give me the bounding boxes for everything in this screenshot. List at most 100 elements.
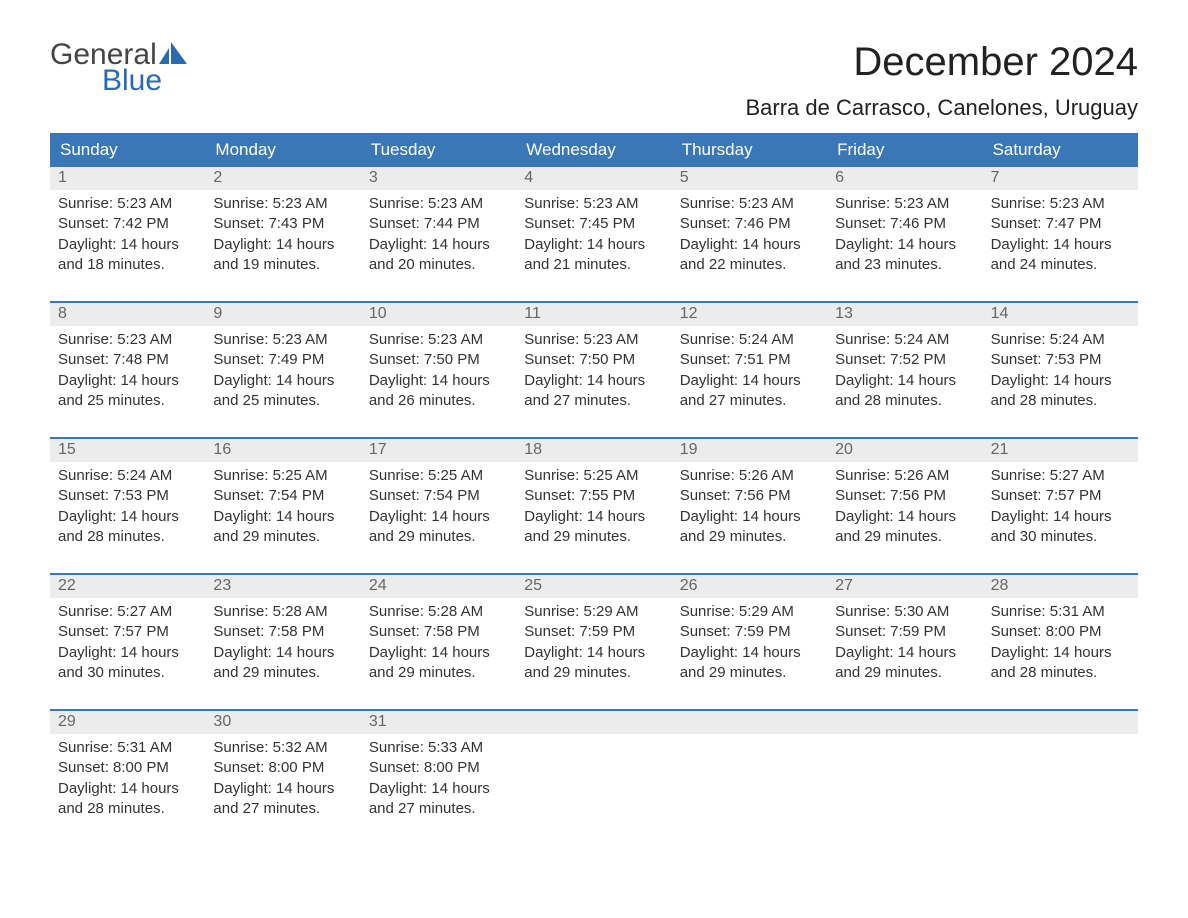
sunrise-line: Sunrise: 5:23 AM <box>213 330 352 350</box>
daylight-line-1: Daylight: 14 hours <box>369 779 508 799</box>
logo: General Blue <box>50 40 189 96</box>
daylight-line-2: and 29 minutes. <box>680 663 819 683</box>
sunset-line: Sunset: 7:54 PM <box>213 486 352 506</box>
sunrise-line: Sunrise: 5:31 AM <box>991 602 1130 622</box>
day-cell: Sunrise: 5:24 AMSunset: 7:53 PMDaylight:… <box>50 462 205 547</box>
day-cell: Sunrise: 5:23 AMSunset: 7:50 PMDaylight:… <box>516 326 671 411</box>
day-number: 31 <box>361 711 516 734</box>
sunset-line: Sunset: 7:47 PM <box>991 214 1130 234</box>
day-number: 20 <box>827 439 982 462</box>
daylight-line-2: and 19 minutes. <box>213 255 352 275</box>
header: General Blue December 2024 Barra de Carr… <box>50 40 1138 121</box>
day-cell: Sunrise: 5:23 AMSunset: 7:47 PMDaylight:… <box>983 190 1138 275</box>
daylight-line-2: and 29 minutes. <box>369 663 508 683</box>
sunset-line: Sunset: 7:46 PM <box>835 214 974 234</box>
daylight-line-1: Daylight: 14 hours <box>58 235 197 255</box>
day-cell: Sunrise: 5:23 AMSunset: 7:44 PMDaylight:… <box>361 190 516 275</box>
sunrise-line: Sunrise: 5:32 AM <box>213 738 352 758</box>
sunrise-line: Sunrise: 5:23 AM <box>991 194 1130 214</box>
sunrise-line: Sunrise: 5:30 AM <box>835 602 974 622</box>
day-number: 4 <box>516 167 671 190</box>
sunset-line: Sunset: 8:00 PM <box>991 622 1130 642</box>
day-cell: Sunrise: 5:23 AMSunset: 7:46 PMDaylight:… <box>672 190 827 275</box>
day-number: 17 <box>361 439 516 462</box>
daylight-line-2: and 25 minutes. <box>213 391 352 411</box>
sunset-line: Sunset: 7:50 PM <box>524 350 663 370</box>
day-number: 23 <box>205 575 360 598</box>
day-cell: Sunrise: 5:27 AMSunset: 7:57 PMDaylight:… <box>50 598 205 683</box>
day-number: 12 <box>672 303 827 326</box>
sunset-line: Sunset: 7:55 PM <box>524 486 663 506</box>
sunrise-line: Sunrise: 5:23 AM <box>524 194 663 214</box>
sunrise-line: Sunrise: 5:29 AM <box>680 602 819 622</box>
day-number-row: 1234567 <box>50 167 1138 190</box>
sunrise-line: Sunrise: 5:25 AM <box>369 466 508 486</box>
day-number: 9 <box>205 303 360 326</box>
daylight-line-2: and 29 minutes. <box>524 663 663 683</box>
daylight-line-2: and 30 minutes. <box>58 663 197 683</box>
daylight-line-2: and 29 minutes. <box>680 527 819 547</box>
sunrise-line: Sunrise: 5:23 AM <box>524 330 663 350</box>
sunrise-line: Sunrise: 5:23 AM <box>58 330 197 350</box>
day-number: 27 <box>827 575 982 598</box>
daylight-line-1: Daylight: 14 hours <box>524 235 663 255</box>
day-cell: Sunrise: 5:28 AMSunset: 7:58 PMDaylight:… <box>361 598 516 683</box>
daylight-line-2: and 30 minutes. <box>991 527 1130 547</box>
day-number: 13 <box>827 303 982 326</box>
sunset-line: Sunset: 7:53 PM <box>58 486 197 506</box>
day-number-row: 891011121314 <box>50 303 1138 326</box>
day-cells-row: Sunrise: 5:23 AMSunset: 7:48 PMDaylight:… <box>50 326 1138 437</box>
sunset-line: Sunset: 7:57 PM <box>991 486 1130 506</box>
day-cell: Sunrise: 5:26 AMSunset: 7:56 PMDaylight:… <box>672 462 827 547</box>
day-cell: Sunrise: 5:27 AMSunset: 7:57 PMDaylight:… <box>983 462 1138 547</box>
day-number: 30 <box>205 711 360 734</box>
location-subtitle: Barra de Carrasco, Canelones, Uruguay <box>745 95 1138 121</box>
sunset-line: Sunset: 7:59 PM <box>835 622 974 642</box>
day-cell: Sunrise: 5:23 AMSunset: 7:48 PMDaylight:… <box>50 326 205 411</box>
day-cell: Sunrise: 5:24 AMSunset: 7:53 PMDaylight:… <box>983 326 1138 411</box>
day-cell <box>827 734 982 819</box>
day-cell: Sunrise: 5:31 AMSunset: 8:00 PMDaylight:… <box>50 734 205 819</box>
calendar-week: 1234567Sunrise: 5:23 AMSunset: 7:42 PMDa… <box>50 167 1138 301</box>
sunset-line: Sunset: 7:45 PM <box>524 214 663 234</box>
daylight-line-2: and 29 minutes. <box>835 527 974 547</box>
daylight-line-1: Daylight: 14 hours <box>369 507 508 527</box>
daylight-line-1: Daylight: 14 hours <box>835 235 974 255</box>
weekday-header: Thursday <box>672 133 827 167</box>
sunrise-line: Sunrise: 5:23 AM <box>680 194 819 214</box>
day-cell <box>983 734 1138 819</box>
calendar-week: 22232425262728Sunrise: 5:27 AMSunset: 7:… <box>50 573 1138 709</box>
weekday-header: Sunday <box>50 133 205 167</box>
day-number-row: 15161718192021 <box>50 439 1138 462</box>
daylight-line-2: and 28 minutes. <box>991 663 1130 683</box>
sunset-line: Sunset: 8:00 PM <box>369 758 508 778</box>
day-cell <box>516 734 671 819</box>
month-title: December 2024 <box>745 40 1138 85</box>
day-number: 3 <box>361 167 516 190</box>
daylight-line-2: and 18 minutes. <box>58 255 197 275</box>
day-cell: Sunrise: 5:29 AMSunset: 7:59 PMDaylight:… <box>672 598 827 683</box>
sunrise-line: Sunrise: 5:23 AM <box>369 194 508 214</box>
daylight-line-1: Daylight: 14 hours <box>991 507 1130 527</box>
day-number: 11 <box>516 303 671 326</box>
day-number: 16 <box>205 439 360 462</box>
daylight-line-2: and 28 minutes. <box>991 391 1130 411</box>
day-number: 24 <box>361 575 516 598</box>
sunset-line: Sunset: 7:43 PM <box>213 214 352 234</box>
daylight-line-2: and 25 minutes. <box>58 391 197 411</box>
daylight-line-2: and 20 minutes. <box>369 255 508 275</box>
day-number: 21 <box>983 439 1138 462</box>
daylight-line-1: Daylight: 14 hours <box>213 371 352 391</box>
daylight-line-1: Daylight: 14 hours <box>991 371 1130 391</box>
daylight-line-2: and 24 minutes. <box>991 255 1130 275</box>
day-cell: Sunrise: 5:25 AMSunset: 7:55 PMDaylight:… <box>516 462 671 547</box>
day-cell: Sunrise: 5:33 AMSunset: 8:00 PMDaylight:… <box>361 734 516 819</box>
daylight-line-1: Daylight: 14 hours <box>524 371 663 391</box>
logo-sail-icon <box>159 42 189 68</box>
day-cell: Sunrise: 5:31 AMSunset: 8:00 PMDaylight:… <box>983 598 1138 683</box>
day-cell: Sunrise: 5:32 AMSunset: 8:00 PMDaylight:… <box>205 734 360 819</box>
sunrise-line: Sunrise: 5:25 AM <box>213 466 352 486</box>
day-cell: Sunrise: 5:24 AMSunset: 7:52 PMDaylight:… <box>827 326 982 411</box>
day-cell: Sunrise: 5:23 AMSunset: 7:50 PMDaylight:… <box>361 326 516 411</box>
sunset-line: Sunset: 7:54 PM <box>369 486 508 506</box>
